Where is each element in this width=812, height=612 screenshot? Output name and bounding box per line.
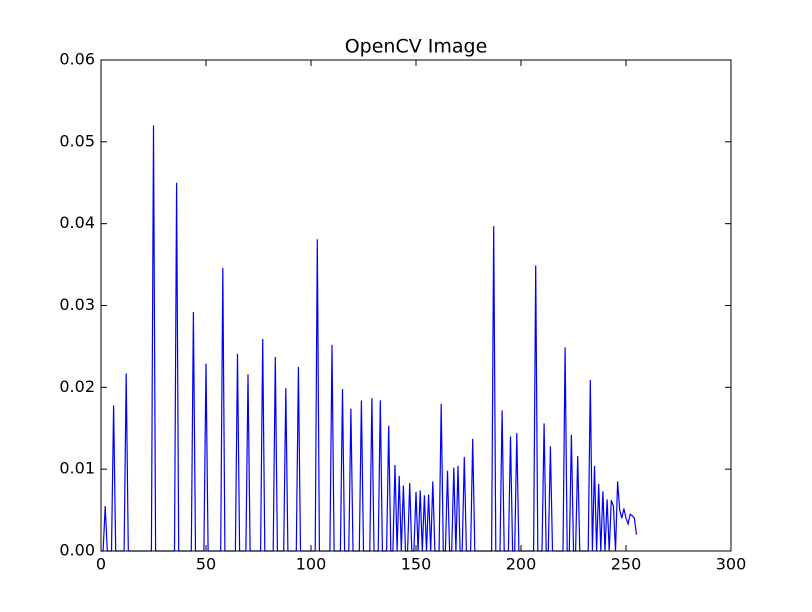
y-tick-label: 0.04 [59, 213, 95, 232]
x-tick-label: 200 [506, 555, 537, 574]
x-tick-label: 0 [96, 555, 106, 574]
y-tick-label: 0.03 [59, 295, 95, 314]
chart-title: OpenCV Image [345, 36, 488, 58]
x-tick-label: 50 [196, 555, 216, 574]
y-tick-label: 0.00 [59, 541, 95, 560]
y-tick-label: 0.02 [59, 377, 95, 396]
x-tick-label: 300 [716, 555, 747, 574]
x-tick-label: 250 [611, 555, 642, 574]
x-tick-label: 100 [296, 555, 327, 574]
data-line [101, 125, 638, 552]
x-tick-label: 150 [401, 555, 432, 574]
y-tick-label: 0.05 [59, 131, 95, 150]
plot-frame [100, 59, 732, 552]
y-tick-label: 0.06 [59, 50, 95, 69]
y-tick-label: 0.01 [59, 459, 95, 478]
